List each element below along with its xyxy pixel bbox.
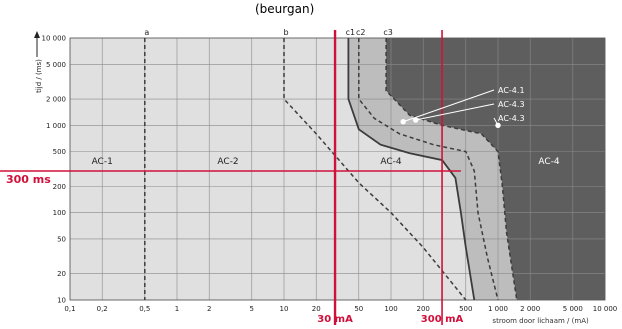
- callout-leader: [415, 103, 495, 121]
- marker-label-current: 30 mA: [317, 314, 353, 325]
- x-tick-label: 100: [384, 305, 397, 313]
- region-label: AC-2: [217, 157, 238, 167]
- page-caption: (beurgan): [255, 2, 314, 16]
- callout-leader: [403, 89, 495, 123]
- y-tick-label: 10 000: [42, 35, 67, 43]
- x-tick-label: 0,2: [97, 305, 108, 313]
- x-tick-label: 1: [175, 305, 179, 313]
- x-tick-label: 10: [280, 305, 289, 313]
- region-label: AC-1: [92, 157, 113, 167]
- zone-ac4-high: [386, 38, 605, 300]
- curve-label-c1: c1: [346, 28, 356, 37]
- callout-label: AC-4.3: [498, 114, 525, 123]
- zones: [70, 38, 605, 300]
- region-label: AC-4: [538, 157, 560, 167]
- x-tick-label: 10 000: [593, 305, 618, 313]
- callout-label: AC-4.1: [498, 86, 525, 95]
- y-tick-label: 100: [53, 209, 66, 217]
- callout-label: AC-4.3: [498, 100, 525, 109]
- x-tick-label: 2 000: [520, 305, 540, 313]
- marker-label-current: 300 mA: [421, 314, 464, 325]
- x-tick-label: 0,1: [64, 305, 75, 313]
- y-tick-label: 200: [53, 183, 66, 191]
- plot-border: [69, 37, 606, 301]
- curve-label-b: b: [283, 28, 288, 37]
- x-tick-label: 5 000: [563, 305, 583, 313]
- callout-dot: [495, 122, 501, 129]
- region-label: AC-4: [380, 157, 402, 167]
- marker-label-time: 300 ms: [6, 173, 51, 186]
- x-tick-label: 1 000: [488, 305, 508, 313]
- x-tick-label: 50: [354, 305, 363, 313]
- labels: 0,1 0,2 0,5 1 2 5 10 20 50 100 200 500 1 000 2 000 5 0…: [6, 28, 617, 325]
- x-axis-label: stroom door lichaam / (mA): [492, 317, 589, 325]
- y-axis-label: tijd / (ms): [35, 59, 43, 93]
- y-tick-label: 5 000: [46, 61, 66, 69]
- x-tick-label: 2: [207, 305, 211, 313]
- y-tick-label: 50: [57, 235, 66, 243]
- x-tick-label: 200: [417, 305, 430, 313]
- y-axis-arrowhead: [34, 31, 40, 38]
- callout-leader: [493, 117, 499, 126]
- x-tick-label: 5: [250, 305, 254, 313]
- callout-dot: [400, 119, 406, 125]
- zone-ac4-subzones: [348, 38, 517, 300]
- x-tick-label: 500: [459, 305, 472, 313]
- x-tick-label: 0,5: [139, 305, 150, 313]
- y-tick-label: 1 000: [46, 122, 66, 130]
- curve-c3: [385, 38, 518, 301]
- curve-label-c3: c3: [383, 28, 393, 37]
- curves: [144, 38, 518, 301]
- y-tick-label: 20: [57, 270, 66, 278]
- curve-label-c2: c2: [356, 28, 366, 37]
- y-tick-label: 500: [53, 148, 66, 156]
- markers: [0, 30, 461, 325]
- curve-label-a: a: [144, 28, 149, 37]
- y-tick-label: 10: [57, 297, 66, 305]
- y-tick-label: 2 000: [46, 96, 66, 104]
- x-tick-label: 20: [312, 305, 321, 313]
- grid: [34, 31, 606, 301]
- curve-c1: [347, 38, 476, 301]
- curve-c2: [358, 38, 499, 301]
